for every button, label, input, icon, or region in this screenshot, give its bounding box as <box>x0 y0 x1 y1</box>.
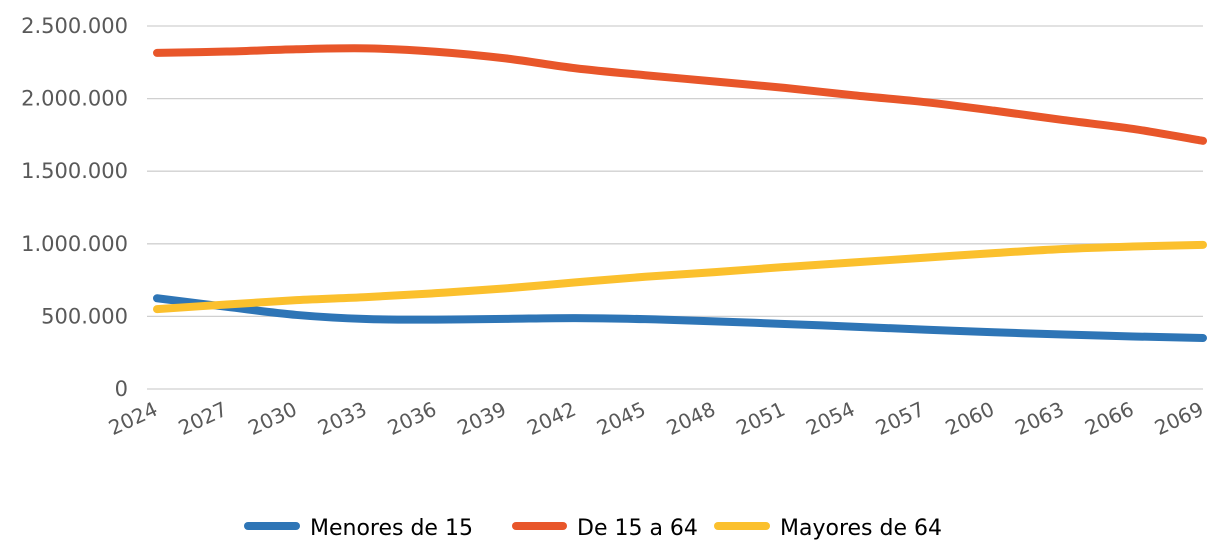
x-tick-label: 2024 <box>105 397 161 440</box>
legend-label: Menores de 15 <box>310 516 473 541</box>
legend-label: Mayores de 64 <box>780 516 942 541</box>
legend: Menores de 15 De 15 a 64 Mayores de 64 <box>244 516 942 541</box>
x-tick-label: 2066 <box>1081 397 1137 440</box>
series-line-mayores-de-64 <box>153 240 1207 314</box>
x-tick-label: 2039 <box>454 397 510 440</box>
legend-item-mayores-de-64[interactable]: Mayores de 64 <box>714 516 942 541</box>
x-tick-label: 2045 <box>593 397 649 440</box>
x-tick-label: 2027 <box>175 397 231 440</box>
y-axis-tick-labels: 0 500.000 1.000.000 1.500.000 2.000.000 2.500… <box>21 14 128 401</box>
x-tick-label: 2054 <box>802 397 858 440</box>
legend-label: De 15 a 64 <box>577 516 698 541</box>
x-tick-label: 2030 <box>244 397 300 440</box>
y-tick-label: 0 <box>115 377 128 401</box>
x-tick-label: 2069 <box>1151 397 1207 440</box>
x-tick-label: 2057 <box>872 397 928 440</box>
y-tick-label: 1.000.000 <box>21 232 128 256</box>
x-tick-label: 2063 <box>1011 397 1067 440</box>
x-axis-tick-labels: 2024 2027 2030 2033 2036 2039 2042 2045 2048 2051… <box>105 397 1207 440</box>
y-tick-label: 2.500.000 <box>21 14 128 38</box>
series-lines <box>153 44 1207 343</box>
series-line-menores-de-15 <box>153 294 1207 343</box>
x-tick-label: 2036 <box>384 397 440 440</box>
legend-item-de-15-a-64[interactable]: De 15 a 64 <box>512 516 698 541</box>
y-tick-label: 1.500.000 <box>21 159 128 183</box>
y-tick-label: 2.000.000 <box>21 87 128 111</box>
x-tick-label: 2042 <box>523 397 579 440</box>
legend-item-menores-de-15[interactable]: Menores de 15 <box>244 516 473 541</box>
y-tick-label: 500.000 <box>41 304 128 328</box>
x-tick-label: 2033 <box>314 397 370 440</box>
x-tick-label: 2060 <box>942 397 998 440</box>
x-tick-label: 2048 <box>663 397 719 440</box>
x-tick-label: 2051 <box>732 397 788 440</box>
series-line-de-15-a-64 <box>153 44 1207 145</box>
